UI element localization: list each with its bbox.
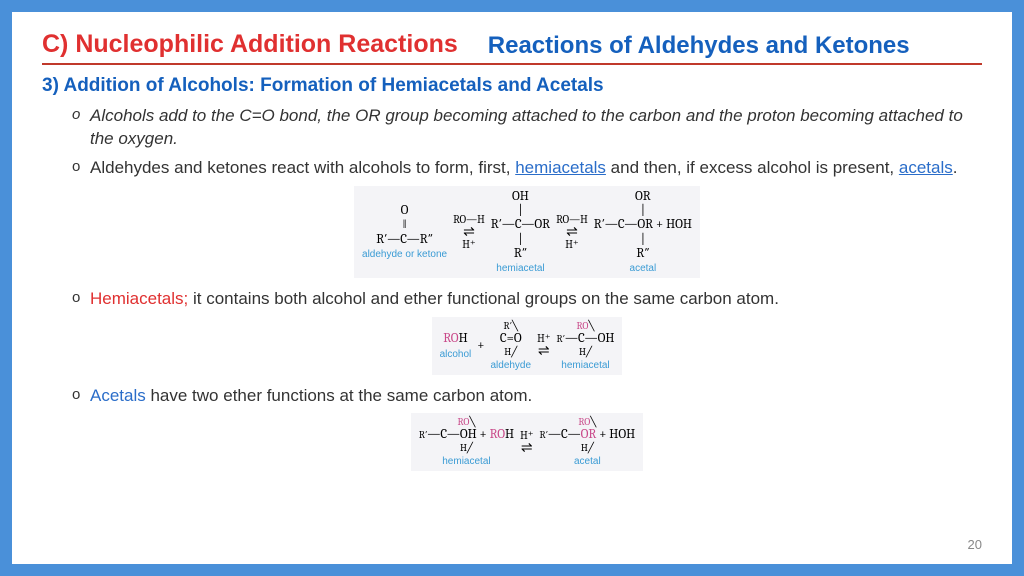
mol-label: alcohol (440, 349, 472, 360)
mol-hemiacetal-prod: RO╲ R′—C—OH H╱ hemiacetal (557, 321, 615, 370)
h: H (504, 346, 511, 358)
bullet-list: Alcohols add to the C=O bond, the OR gro… (42, 105, 982, 471)
mol-bond: | (491, 204, 550, 218)
mol-aldehyde-ketone: O ‖ R′—C—R″ aldehyde or ketone (362, 204, 447, 260)
mol-or: OR (594, 190, 692, 204)
plus-sign: + (477, 338, 484, 353)
r-prime: R′ (419, 429, 428, 441)
bullet-2-text-b: and then, if excess alcohol is present, (606, 158, 899, 177)
r-prime: R′ (540, 429, 549, 441)
arr-sym: ⇌ (520, 441, 533, 455)
mol-label: hemiacetal (491, 263, 550, 274)
mol-hemiacetal-start: RO╲ R′—C—OH + ROH H╱ hemiacetal (419, 417, 514, 466)
arr-bot: H⁺ (556, 239, 588, 250)
bullet-2: Aldehydes and ketones react with alcohol… (72, 157, 982, 180)
mol-label: acetal (540, 456, 636, 467)
mol-label: aldehyde (490, 360, 531, 371)
bullet-4-rest: have two ether functions at the same car… (146, 386, 533, 405)
mol-main: R′—C—R″ (362, 233, 447, 247)
bullet-1: Alcohols add to the C=O bond, the OR gro… (72, 105, 982, 151)
mol-acetal: OR | R′—C—OR + HOH | R″ acetal (594, 190, 692, 274)
header: C) Nucleophilic Addition Reactions React… (42, 30, 982, 65)
mol-oh: OH (491, 190, 550, 204)
mol-dbond: ‖ (362, 218, 447, 232)
mol-bond: | (594, 233, 692, 247)
bullet-4: Acetals have two ether functions at the … (72, 385, 982, 408)
topic-title: Reactions of Aldehydes and Ketones (488, 33, 910, 59)
mol-label: hemiacetal (419, 456, 514, 467)
arr-bot: H⁺ (453, 239, 485, 250)
slide: C) Nucleophilic Addition Reactions React… (12, 12, 1012, 564)
subtitle: 3) Addition of Alcohols: Formation of He… (42, 75, 982, 97)
mol-roh: ROH alcohol (440, 332, 472, 359)
mol-acetal-prod: RO╲ R′—C—OR + HOH H╱ acetal (540, 417, 636, 466)
mol-bond: | (594, 204, 692, 218)
mol-label: aldehyde or ketone (362, 249, 447, 260)
arr-sym: ⇌ (537, 344, 550, 358)
h: H (581, 442, 588, 454)
mol-o: O (362, 204, 447, 218)
reaction-scheme-2: ROH alcohol + R′╲ C=O H╱ aldehyde H⁺ ⇌ R… (72, 317, 982, 374)
mol-hemiacetal: OH | R′—C—OR | R″ hemiacetal (491, 190, 550, 274)
reaction-scheme-3: RO╲ R′—C—OH + ROH H╱ hemiacetal H⁺ ⇌ RO╲… (72, 413, 982, 470)
arr-sym: ⇌ (556, 225, 588, 239)
bullet-3: Hemiacetals; it contains both alcohol an… (72, 288, 982, 311)
mol-aldehyde: R′╲ C=O H╱ aldehyde (490, 321, 531, 370)
link-hemiacetals[interactable]: hemiacetals (515, 158, 606, 177)
term-hemiacetals: Hemiacetals; (90, 289, 188, 308)
c-o: C=O (490, 332, 531, 346)
eq-arrow: H⁺ ⇌ (520, 430, 533, 455)
mol-label: hemiacetal (557, 360, 615, 371)
term-acetals: Acetals (90, 386, 146, 405)
mol-r2: R″ (491, 247, 550, 261)
bullet-2-text-a: Aldehydes and ketones react with alcohol… (90, 158, 515, 177)
bullet-3-rest: it contains both alcohol and ether funct… (188, 289, 779, 308)
h: H (579, 346, 586, 358)
c-oh: C—OH (578, 331, 614, 346)
link-acetals[interactable]: acetals (899, 158, 953, 177)
eq-arrow-2: RO—H ⇌ H⁺ (556, 214, 588, 250)
mol-bond: | (491, 233, 550, 247)
mol-label: acetal (594, 263, 692, 274)
bullet-2-text-c: . (953, 158, 958, 177)
mol-main: R′—C—OR + HOH (594, 218, 692, 232)
mol-r2: R″ (594, 247, 692, 261)
arr-sym: ⇌ (453, 225, 485, 239)
reaction-scheme-1: O ‖ R′—C—R″ aldehyde or ketone RO—H ⇌ H⁺… (72, 186, 982, 278)
r-prime: R′ (557, 333, 566, 345)
page-number: 20 (968, 537, 982, 552)
mol-main: R′—C—OR (491, 218, 550, 232)
eq-arrow-1: RO—H ⇌ H⁺ (453, 214, 485, 250)
eq-arrow: H⁺ ⇌ (537, 333, 550, 358)
section-title: C) Nucleophilic Addition Reactions (42, 30, 488, 59)
h: H (460, 442, 467, 454)
